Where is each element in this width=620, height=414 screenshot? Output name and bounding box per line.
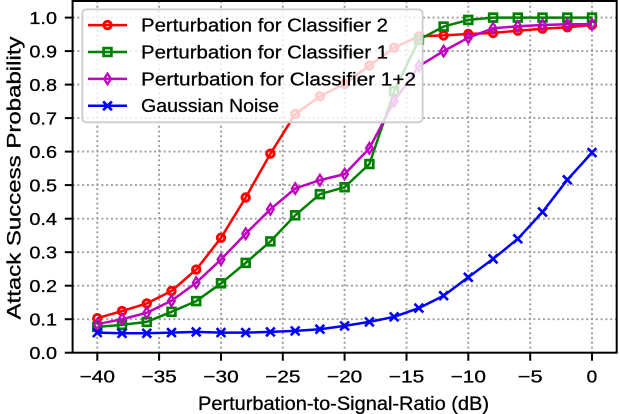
svg-text:Gaussian Noise: Gaussian Noise bbox=[141, 96, 279, 116]
svg-text:−10: −10 bbox=[451, 367, 487, 387]
svg-text:0.1: 0.1 bbox=[29, 309, 57, 329]
svg-text:Perturbation for Classifier 1: Perturbation for Classifier 1 bbox=[141, 42, 388, 62]
svg-text:0.0: 0.0 bbox=[29, 343, 57, 363]
svg-text:−40: −40 bbox=[80, 367, 116, 387]
svg-text:−15: −15 bbox=[389, 367, 425, 387]
svg-text:0.5: 0.5 bbox=[29, 175, 57, 195]
svg-text:0.6: 0.6 bbox=[29, 142, 57, 162]
svg-text:−35: −35 bbox=[141, 367, 177, 387]
svg-text:0.9: 0.9 bbox=[29, 41, 57, 61]
svg-text:Perturbation for Classifier 1+: Perturbation for Classifier 1+2 bbox=[141, 69, 416, 89]
svg-text:0: 0 bbox=[587, 367, 598, 387]
svg-text:−5: −5 bbox=[518, 367, 543, 387]
svg-text:0.7: 0.7 bbox=[29, 108, 57, 128]
svg-text:Perturbation for Classifier 2: Perturbation for Classifier 2 bbox=[141, 16, 388, 36]
svg-text:0.4: 0.4 bbox=[29, 209, 57, 229]
svg-text:−20: −20 bbox=[327, 367, 363, 387]
svg-text:0.3: 0.3 bbox=[29, 242, 57, 262]
svg-text:−25: −25 bbox=[265, 367, 301, 387]
svg-text:0.2: 0.2 bbox=[29, 276, 57, 296]
svg-text:−30: −30 bbox=[203, 367, 239, 387]
svg-text:Perturbation-to-Signal-Ratio (: Perturbation-to-Signal-Ratio (dB) bbox=[198, 394, 489, 414]
svg-text:Attack Success Probability: Attack Success Probability bbox=[4, 36, 26, 319]
svg-text:0.8: 0.8 bbox=[29, 75, 57, 95]
svg-text:1.0: 1.0 bbox=[29, 8, 57, 28]
